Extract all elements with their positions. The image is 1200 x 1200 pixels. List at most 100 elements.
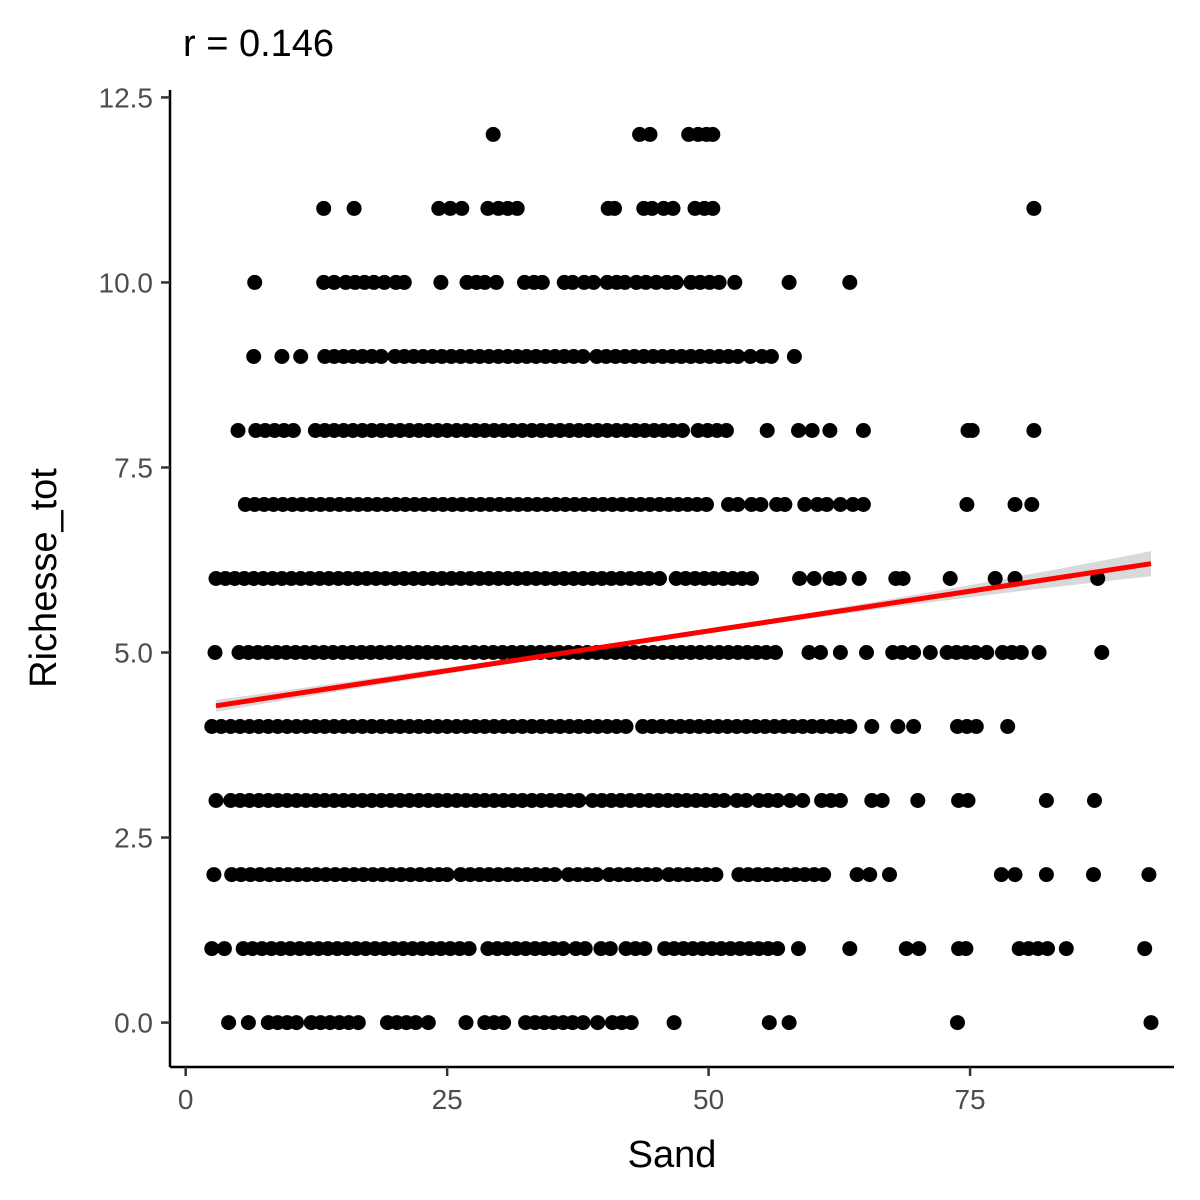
data-point	[964, 423, 980, 438]
data-point	[855, 497, 871, 512]
data-point	[204, 941, 220, 957]
data-point	[326, 274, 342, 290]
data-point	[795, 793, 811, 808]
data-point	[801, 645, 817, 660]
data-point	[665, 200, 681, 216]
data-point	[586, 274, 602, 290]
data-point	[859, 645, 874, 660]
data-point	[855, 423, 871, 438]
y-tick-label: 7.5	[114, 452, 153, 483]
x-tick-label: 0	[178, 1084, 194, 1115]
data-point	[666, 1015, 682, 1031]
data-point	[555, 941, 571, 957]
data-point	[477, 274, 493, 290]
data-point	[575, 1015, 591, 1031]
data-point	[708, 867, 724, 883]
data-point	[950, 1015, 965, 1031]
data-point	[648, 867, 664, 883]
data-point	[711, 274, 727, 290]
data-point	[770, 941, 786, 957]
data-point	[346, 200, 362, 216]
data-point	[376, 274, 392, 290]
data-point	[442, 200, 458, 216]
data-point	[791, 423, 806, 438]
data-point	[350, 1015, 366, 1031]
data-point	[1038, 793, 1054, 808]
data-point	[618, 719, 634, 734]
data-point	[642, 126, 658, 142]
data-point	[461, 941, 477, 957]
data-point	[842, 941, 858, 957]
data-point	[1024, 497, 1040, 512]
data-point	[638, 274, 654, 290]
data-point	[433, 274, 449, 290]
data-point	[890, 719, 906, 734]
data-point	[246, 349, 262, 364]
data-point	[408, 1015, 424, 1031]
x-axis-title: Sand	[628, 1134, 717, 1176]
data-point	[577, 941, 593, 957]
data-point	[1143, 1015, 1159, 1031]
data-point	[716, 793, 732, 808]
data-point	[910, 793, 926, 808]
data-point	[781, 274, 797, 290]
data-point	[488, 274, 504, 290]
data-point	[485, 126, 501, 142]
data-point	[705, 126, 721, 142]
data-point	[906, 645, 922, 660]
data-point	[922, 645, 938, 660]
data-points	[204, 126, 1159, 1031]
data-point	[960, 793, 976, 808]
data-point	[832, 793, 848, 808]
data-point	[792, 571, 808, 586]
data-point	[819, 497, 835, 512]
data-point	[1094, 645, 1110, 660]
data-point	[942, 571, 958, 586]
data-point	[782, 793, 798, 808]
data-point	[906, 719, 922, 734]
data-point	[849, 867, 865, 883]
data-point	[959, 497, 975, 512]
data-point	[648, 274, 664, 290]
data-point	[804, 423, 820, 438]
data-point	[987, 571, 1003, 586]
data-point	[590, 1015, 606, 1031]
axes	[168, 90, 1174, 1069]
data-point	[699, 497, 714, 512]
data-point	[813, 645, 828, 660]
data-point	[675, 423, 690, 438]
data-point	[247, 274, 263, 290]
data-point	[565, 274, 581, 290]
data-point	[730, 349, 746, 364]
y-tick-label: 12.5	[99, 82, 154, 113]
data-point	[806, 571, 822, 586]
data-point	[1137, 941, 1153, 957]
data-point	[831, 571, 847, 586]
data-point	[993, 867, 1009, 883]
data-point	[285, 423, 301, 438]
data-point	[727, 274, 743, 290]
data-point	[894, 645, 910, 660]
data-point	[968, 719, 984, 734]
data-point	[958, 941, 974, 957]
data-point	[898, 941, 914, 957]
x-tick-label: 75	[954, 1084, 985, 1115]
y-tick-label: 10.0	[99, 267, 154, 298]
data-point	[816, 867, 832, 883]
data-point	[842, 719, 858, 734]
data-point	[763, 349, 779, 364]
data-point	[396, 274, 412, 290]
data-point	[730, 497, 746, 512]
data-point	[895, 571, 911, 586]
data-point	[565, 1015, 581, 1031]
data-point	[206, 867, 222, 883]
y-tick-label: 5.0	[114, 638, 153, 669]
data-point	[874, 793, 890, 808]
data-point	[454, 200, 470, 216]
data-point	[617, 274, 633, 290]
data-point	[1038, 867, 1054, 883]
data-point	[641, 571, 657, 586]
data-point	[420, 1015, 436, 1031]
data-point	[862, 867, 878, 883]
